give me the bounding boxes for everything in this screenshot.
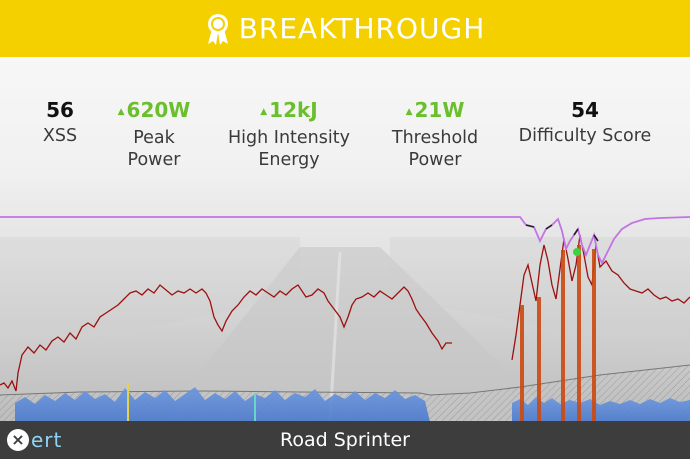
stat-threshold-power: ▲ 21W Threshold Power xyxy=(380,95,490,171)
stat-label: Difficulty Score xyxy=(518,126,652,146)
stat-label: Power xyxy=(408,149,462,170)
banner-title: BREAKTHROUGH xyxy=(238,12,486,45)
stat-label: Peak xyxy=(133,127,175,148)
stat-label: High Intensity xyxy=(228,127,350,148)
workout-title: Road Sprinter xyxy=(280,429,410,451)
xert-logo: × ert xyxy=(7,428,62,452)
footer-bar: × ert Road Sprinter xyxy=(0,421,690,459)
trend-up-icon: ▲ xyxy=(405,106,413,117)
breakthrough-marker xyxy=(573,248,581,256)
stat-high-intensity-energy: ▲ 12kJ High Intensity Energy xyxy=(224,95,354,171)
stat-label: Power xyxy=(127,149,181,170)
stat-value: ▲ 21W xyxy=(405,98,465,122)
cadence-area-right xyxy=(512,397,690,422)
breakthrough-banner: BREAKTHROUGH xyxy=(0,0,690,57)
award-ribbon-icon xyxy=(207,13,228,45)
stat-value: ▲ 620W xyxy=(117,98,191,122)
mpa-dips xyxy=(525,224,599,242)
power-line-right xyxy=(511,234,690,361)
cadence-area xyxy=(15,387,430,422)
stat-label: Energy xyxy=(258,149,320,170)
stat-xss: 56 XSS xyxy=(20,95,100,147)
power-chart xyxy=(0,216,690,422)
stat-value: ▲ 12kJ xyxy=(260,98,318,122)
trend-up-icon: ▲ xyxy=(260,106,268,117)
trend-up-icon: ▲ xyxy=(117,106,125,117)
stats-row: 56 XSS ▲ 620W Peak Power ▲ 12kJ High Inten… xyxy=(0,95,690,185)
stat-difficulty-score: 54 Difficulty Score xyxy=(510,95,660,147)
stat-value: 54 xyxy=(571,98,599,122)
sprint-bars xyxy=(520,245,596,422)
difficulty-line xyxy=(0,364,690,396)
stat-value: 56 xyxy=(46,98,74,122)
x-icon: × xyxy=(7,429,29,451)
stat-label: XSS xyxy=(42,126,78,146)
power-line xyxy=(0,284,452,392)
stat-label: Threshold xyxy=(391,127,479,148)
mpa-line xyxy=(0,216,690,266)
stat-peak-power: ▲ 620W Peak Power xyxy=(104,95,204,171)
logo-text: ert xyxy=(31,428,63,452)
